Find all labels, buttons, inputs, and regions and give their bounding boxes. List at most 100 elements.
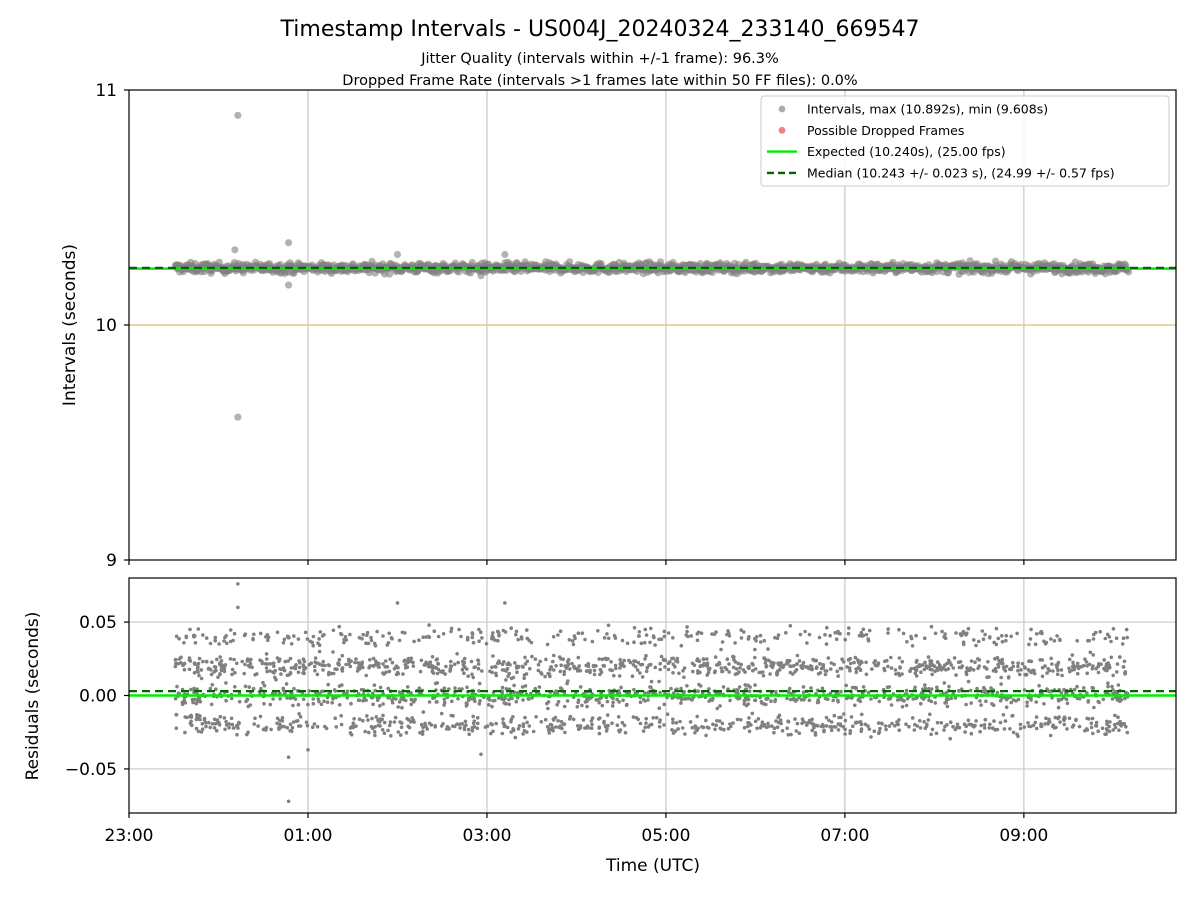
residual-point <box>705 657 709 661</box>
residual-point <box>401 697 406 702</box>
residual-point <box>1090 666 1095 671</box>
residual-point <box>965 667 970 672</box>
residual-point <box>225 641 229 646</box>
residual-point <box>317 649 322 654</box>
residual-point <box>327 663 332 668</box>
residuals-y-tick-label: 0.05 <box>79 613 117 633</box>
residual-point <box>598 672 602 677</box>
residual-point <box>383 665 388 669</box>
residual-point <box>666 631 671 635</box>
residual-point <box>973 660 977 664</box>
residual-point <box>317 637 321 641</box>
residual-point <box>1018 726 1023 731</box>
residual-point <box>197 656 202 661</box>
residual-point <box>915 658 919 663</box>
residual-point <box>483 725 488 729</box>
residual-point <box>886 627 890 631</box>
residual-point <box>977 664 981 668</box>
residual-point <box>964 724 968 729</box>
residual-point <box>692 663 697 667</box>
residual-point <box>1058 720 1062 724</box>
residual-point <box>559 663 563 667</box>
residual-point <box>753 698 757 703</box>
residual-point <box>530 654 534 659</box>
residual-point <box>381 662 385 666</box>
residual-point <box>766 724 771 729</box>
residual-point <box>351 725 355 730</box>
interval-point <box>566 258 574 266</box>
residual-point <box>396 705 401 709</box>
residual-point <box>245 698 250 702</box>
residual-point <box>597 657 601 661</box>
residual-point <box>436 634 441 639</box>
residual-point <box>251 636 255 641</box>
residual-point <box>914 633 918 638</box>
residual-point <box>435 671 440 676</box>
residual-point <box>337 703 342 707</box>
residual-point <box>584 726 589 730</box>
residual-point <box>375 629 379 634</box>
residual-point <box>449 659 453 664</box>
residual-point <box>918 719 922 723</box>
residual-point <box>522 676 526 681</box>
residual-point <box>942 681 947 685</box>
residual-point <box>196 729 201 734</box>
residual-point <box>836 629 840 634</box>
residual-point <box>271 697 275 701</box>
residual-point <box>726 726 731 731</box>
residual-point <box>588 670 592 675</box>
residual-point <box>1043 722 1047 726</box>
residual-point <box>521 722 526 726</box>
residual-point <box>761 724 766 728</box>
residual-point <box>273 675 277 680</box>
residual-point <box>637 630 642 634</box>
residual-point <box>948 720 953 724</box>
residual-point <box>449 626 454 631</box>
residual-point <box>470 632 475 636</box>
residual-point <box>417 638 421 642</box>
residual-point <box>829 728 834 733</box>
residual-point <box>680 726 685 730</box>
residual-point <box>705 673 709 677</box>
residual-point <box>1052 639 1057 643</box>
residual-point <box>470 635 475 640</box>
residual-point <box>670 728 674 732</box>
residual-point <box>455 652 459 656</box>
residual-point <box>292 634 296 638</box>
residual-point <box>1112 722 1117 727</box>
residual-point <box>364 673 369 678</box>
residual-point <box>1011 661 1015 665</box>
residual-point <box>618 728 623 732</box>
residual-point <box>890 721 894 726</box>
residual-point <box>844 683 848 688</box>
residual-point <box>756 717 761 721</box>
residual-point <box>833 725 838 729</box>
residual-point <box>590 716 595 720</box>
residual-point <box>406 656 411 661</box>
residual-point <box>333 716 338 720</box>
residual-point <box>843 718 848 723</box>
residual-outlier-point <box>479 752 483 757</box>
residual-point <box>316 641 320 645</box>
residual-point <box>919 670 923 674</box>
residual-point <box>1086 700 1090 704</box>
residual-point <box>493 664 498 669</box>
residual-point <box>511 715 515 719</box>
interval-outlier-point <box>234 413 242 421</box>
residual-point <box>727 662 731 666</box>
residual-point <box>1029 659 1034 664</box>
residual-point <box>718 726 722 730</box>
residual-point <box>396 665 400 670</box>
residual-point <box>649 722 654 727</box>
residual-point <box>604 657 609 662</box>
residual-point <box>357 667 362 671</box>
residual-point <box>649 679 654 684</box>
residual-point <box>653 643 657 647</box>
residual-point <box>859 727 864 731</box>
residual-point <box>462 656 467 661</box>
residual-point <box>223 727 227 732</box>
interval-point <box>468 258 476 267</box>
residual-point <box>701 657 706 662</box>
residual-point <box>1028 637 1033 641</box>
residual-point <box>194 726 199 731</box>
